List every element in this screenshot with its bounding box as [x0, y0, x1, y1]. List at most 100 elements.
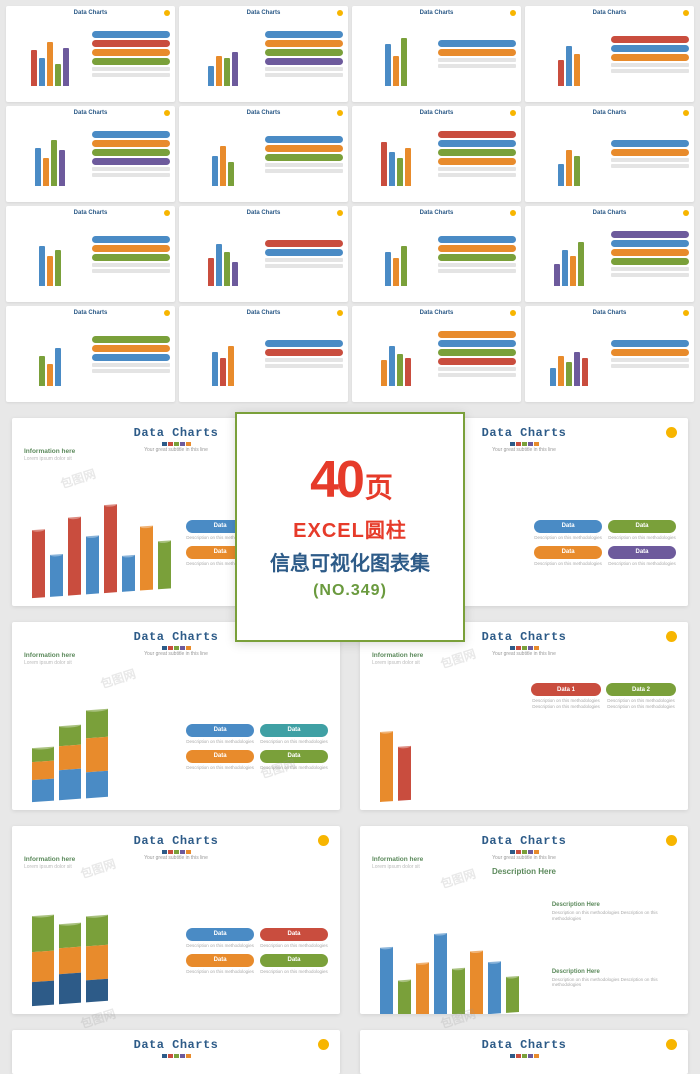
data-pill: Data: [186, 750, 254, 763]
thumb-title: Data Charts: [11, 110, 170, 116]
data-pill: Data 2: [606, 683, 676, 696]
stacked-bar: [32, 747, 54, 803]
data-pill: Data: [260, 954, 328, 967]
info-sub: Lorem ipsum dolor sit: [372, 864, 423, 871]
accent-dot-icon: [510, 10, 516, 16]
bar: [470, 951, 483, 1014]
info-sub: Lorem ipsum dolor sit: [24, 864, 75, 871]
thumb-chart: [184, 19, 262, 89]
thumb-title: Data Charts: [530, 310, 689, 316]
slide-title: Data Charts: [24, 834, 328, 848]
slide-row: Data Charts Your great subtitle in this …: [12, 826, 688, 1014]
slide-partial: Data Charts: [12, 1030, 340, 1074]
data-label-item: Data 1 Description on this methodologies…: [531, 683, 601, 810]
data-desc: Description on this methodologies: [186, 943, 254, 949]
chart-area: [24, 887, 180, 1014]
bar: [380, 731, 393, 802]
thumb-labels: [265, 19, 343, 89]
thumb-chart: [11, 19, 89, 89]
accent-dot-icon: [683, 210, 689, 216]
bar: [32, 529, 45, 598]
bar: [86, 535, 99, 594]
data-desc: Description on this methodologies: [260, 739, 328, 745]
badge-suffix: 页: [365, 474, 390, 502]
labels-area: Data Description on this methodologies D…: [180, 683, 328, 810]
legend-swatches: [372, 1054, 676, 1058]
center-badge: 40 页 EXCEL圆柱 信息可视化图表集 (NO.349): [235, 412, 465, 642]
thumb-slide: Data Charts: [179, 306, 348, 402]
thumb-title: Data Charts: [184, 310, 343, 316]
thumb-labels: [438, 119, 516, 189]
desc-text: Description on this methodologies Descri…: [552, 977, 676, 989]
thumb-labels: [265, 319, 343, 389]
thumb-slide: Data Charts: [525, 306, 694, 402]
thumb-title: Data Charts: [11, 10, 170, 16]
thumb-labels: [92, 119, 170, 189]
data-label-item: Data Description on this methodologies: [186, 928, 254, 949]
accent-dot-icon: [666, 835, 677, 846]
data-pill: Data: [608, 520, 676, 533]
info-sub: Lorem ipsum dolor sit: [372, 660, 423, 667]
chart-area: [372, 902, 546, 1014]
thumb-chart: [11, 219, 89, 289]
slide-row-partial: Data Charts Data Charts: [12, 1030, 688, 1074]
stacked-bar: [86, 915, 108, 1003]
thumb-title: Data Charts: [357, 210, 516, 216]
accent-dot-icon: [164, 10, 170, 16]
info-label: Information here Lorem ipsum dolor sit: [24, 856, 75, 871]
chart-area: [372, 683, 525, 810]
thumb-slide: Data Charts: [6, 206, 175, 302]
thumb-labels: [611, 119, 689, 189]
desc-label: Description Here: [552, 969, 676, 975]
thumb-chart: [11, 119, 89, 189]
data-label-item: Data Description on this methodologies: [534, 520, 602, 541]
thumb-title: Data Charts: [184, 210, 343, 216]
stacked-bar: [86, 709, 108, 799]
bar: [122, 555, 135, 592]
data-label-item: Data Description on this methodologies: [534, 546, 602, 567]
accent-dot-icon: [164, 210, 170, 216]
data-label-item: Data Description on this methodologies: [608, 546, 676, 567]
data-desc: Description on this methodologies: [260, 765, 328, 771]
data-desc: Description on this methodologies: [186, 765, 254, 771]
data-pill: Data: [608, 546, 676, 559]
badge-line3: 信息可视化图表集: [270, 547, 430, 576]
data-desc: Description on this methodologiesDescrip…: [531, 698, 601, 710]
legend-swatches: [24, 850, 328, 854]
desc-label: Description Here: [552, 902, 676, 908]
thumb-slide: Data Charts: [525, 6, 694, 102]
thumb-title: Data Charts: [184, 10, 343, 16]
data-label-item: Data Description on this methodologies: [186, 750, 254, 771]
thumb-title: Data Charts: [530, 210, 689, 216]
data-label-item: Data 2 Description on this methodologies…: [606, 683, 676, 810]
data-label-item: Data Description on this methodologies: [260, 928, 328, 949]
slide: Data Charts Your great subtitle in this …: [360, 826, 688, 1014]
data-pill: Data 1: [531, 683, 601, 696]
thumb-labels: [92, 319, 170, 389]
accent-dot-icon: [337, 310, 343, 316]
thumb-labels: [611, 19, 689, 89]
badge-number: 40: [310, 454, 362, 506]
thumb-title: Data Charts: [357, 110, 516, 116]
bar: [506, 976, 519, 1013]
data-desc: Description on this methodologies: [534, 535, 602, 541]
slide-title: Data Charts: [372, 1038, 676, 1052]
data-desc: Description on this methodologies: [608, 535, 676, 541]
legend-swatches: [24, 646, 328, 650]
thumb-labels: [92, 19, 170, 89]
desc-text: Description on this methodologies Descri…: [552, 910, 676, 922]
info-sub: Lorem ipsum dolor sit: [24, 660, 75, 667]
data-pill: Data: [260, 928, 328, 941]
bar: [434, 933, 447, 1014]
stacked-bar: [59, 923, 81, 1005]
bar: [398, 746, 411, 801]
thumb-chart: [530, 319, 608, 389]
thumb-slide: Data Charts: [6, 106, 175, 202]
thumb-slide: Data Charts: [525, 106, 694, 202]
accent-dot-icon: [683, 310, 689, 316]
data-pill: Data: [534, 546, 602, 559]
data-desc: Description on this methodologiesDescrip…: [606, 698, 676, 710]
data-desc: Description on this methodologies: [534, 561, 602, 567]
data-label-item: Data Description on this methodologies: [608, 520, 676, 541]
thumb-chart: [357, 219, 435, 289]
